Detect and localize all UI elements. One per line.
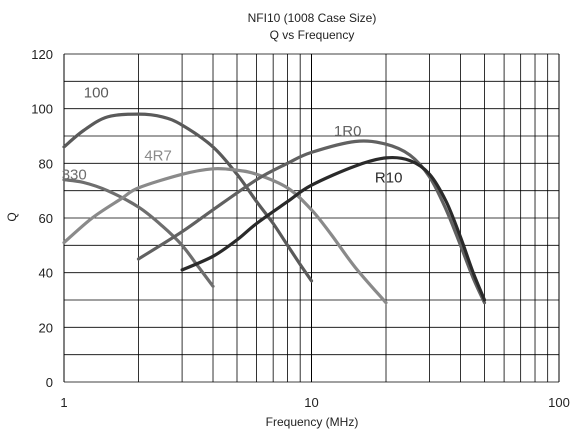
- y-tick-label: 40: [39, 266, 53, 281]
- x-axis-label: Frequency (MHz): [266, 415, 359, 429]
- x-tick-label: 10: [304, 395, 318, 410]
- y-tick-label: 80: [39, 156, 53, 171]
- series-line-r10: [180, 155, 487, 302]
- chart-title: NFI10 (1008 Case Size): [248, 11, 377, 25]
- series-label-4r7: 4R7: [144, 148, 172, 165]
- series-labels: 100 330 4R7 1R0 R10: [62, 85, 403, 187]
- y-tick-label: 0: [46, 375, 53, 390]
- x-tick-label: 100: [548, 395, 570, 410]
- y-tick-label: 100: [31, 102, 53, 117]
- series-label-330: 330: [62, 167, 87, 184]
- y-tick-label: 60: [39, 211, 53, 226]
- series-line-4r7: [62, 166, 388, 305]
- series-label-r10: R10: [375, 169, 403, 186]
- series-lines: [62, 112, 487, 305]
- series-line-330: [62, 178, 215, 288]
- y-tick-label: 120: [31, 47, 53, 62]
- series-label-100: 100: [84, 85, 109, 102]
- x-tick-label: 1: [60, 395, 67, 410]
- series-line-100: [62, 112, 314, 283]
- chart-subtitle: Q vs Frequency: [270, 28, 355, 42]
- grid: [63, 53, 560, 383]
- y-axis-label: Q: [5, 212, 19, 221]
- series-line-1r0: [136, 139, 487, 305]
- series-label-1r0: 1R0: [334, 123, 362, 140]
- y-tick-label: 20: [39, 320, 53, 335]
